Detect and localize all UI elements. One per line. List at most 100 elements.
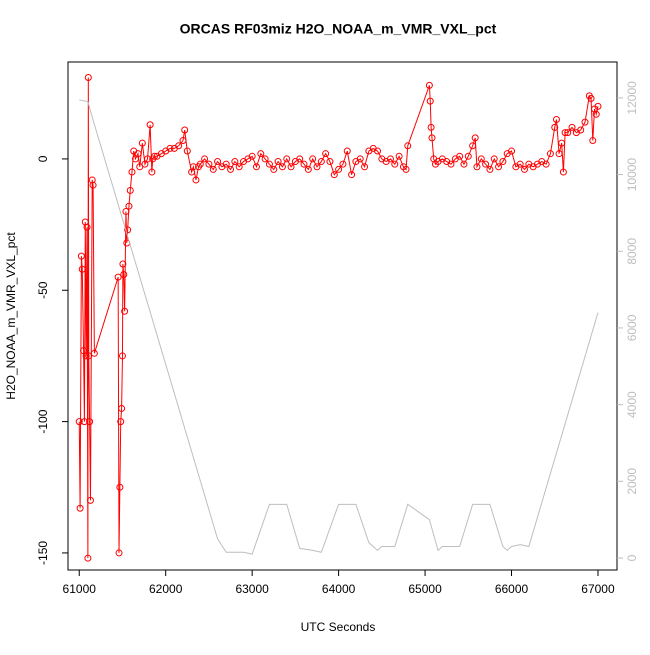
y-tick-label: -50 bbox=[36, 281, 50, 299]
y2-tick-label: 12000 bbox=[625, 81, 639, 115]
data-point bbox=[561, 129, 569, 137]
data-point bbox=[128, 168, 136, 176]
data-point bbox=[356, 155, 364, 163]
data-point bbox=[126, 186, 134, 194]
data-point bbox=[361, 163, 369, 171]
data-point bbox=[428, 134, 436, 142]
x-tick-label: 65000 bbox=[408, 582, 442, 596]
data-point bbox=[179, 137, 187, 145]
data-point bbox=[486, 165, 494, 173]
data-point bbox=[181, 126, 189, 134]
data-point bbox=[395, 152, 403, 160]
y2-tick-label: 10000 bbox=[625, 158, 639, 192]
data-point bbox=[558, 139, 566, 147]
data-point bbox=[78, 265, 86, 273]
data-point bbox=[88, 176, 96, 184]
data-point bbox=[309, 155, 317, 163]
data-point bbox=[83, 223, 91, 231]
series-line bbox=[78, 77, 599, 559]
data-point bbox=[542, 160, 550, 168]
data-point bbox=[120, 270, 128, 278]
data-point bbox=[594, 102, 602, 110]
data-point bbox=[386, 155, 394, 163]
y-tick-label: -100 bbox=[36, 409, 50, 433]
x-tick-label: 67000 bbox=[581, 582, 615, 596]
x-tick-label: 61000 bbox=[63, 582, 97, 596]
data-point bbox=[335, 165, 343, 173]
data-point bbox=[257, 150, 265, 158]
data-point bbox=[322, 150, 330, 158]
data-point bbox=[581, 118, 589, 126]
data-point bbox=[90, 349, 98, 357]
data-point bbox=[313, 163, 321, 171]
data-point bbox=[287, 163, 295, 171]
y2-tick-label: 4000 bbox=[625, 391, 639, 418]
y-tick-label: 0 bbox=[36, 155, 50, 162]
data-point bbox=[196, 160, 204, 168]
data-point bbox=[391, 160, 399, 168]
y-axis-label: H2O_NOAA_m_VMR_VXL_pct bbox=[4, 232, 18, 400]
data-point bbox=[146, 121, 154, 129]
data-point bbox=[86, 496, 94, 504]
data-point bbox=[460, 160, 468, 168]
data-point bbox=[150, 152, 158, 160]
data-point bbox=[471, 134, 479, 142]
data-point bbox=[339, 160, 347, 168]
plot-box bbox=[67, 61, 618, 571]
data-point bbox=[587, 95, 595, 103]
data-point bbox=[235, 163, 243, 171]
data-point bbox=[425, 81, 433, 89]
data-point bbox=[551, 123, 559, 131]
data-point bbox=[469, 142, 477, 150]
data-point bbox=[183, 147, 191, 155]
y2-tick-label: 8000 bbox=[625, 238, 639, 265]
data-point bbox=[114, 273, 122, 281]
data-point bbox=[516, 160, 524, 168]
y2-tick-label: 6000 bbox=[625, 314, 639, 341]
data-point bbox=[76, 504, 84, 512]
y2-tick-label: 0 bbox=[625, 554, 639, 561]
data-point bbox=[577, 126, 585, 134]
data-point bbox=[82, 352, 90, 360]
data-point bbox=[592, 110, 600, 118]
x-tick-label: 66000 bbox=[495, 582, 529, 596]
data-point bbox=[222, 160, 230, 168]
data-point bbox=[477, 155, 485, 163]
data-point bbox=[490, 155, 498, 163]
data-point bbox=[134, 150, 142, 158]
data-point bbox=[80, 418, 88, 426]
data-point bbox=[121, 307, 129, 315]
data-point bbox=[499, 158, 507, 166]
data-point bbox=[209, 165, 217, 173]
data-point bbox=[189, 163, 197, 171]
data-point bbox=[205, 160, 213, 168]
data-point bbox=[175, 142, 183, 150]
data-point bbox=[214, 158, 222, 166]
data-point bbox=[283, 155, 291, 163]
y-tick-label: -150 bbox=[36, 541, 50, 565]
data-point bbox=[261, 155, 269, 163]
data-point bbox=[304, 165, 312, 173]
data-point bbox=[116, 483, 124, 491]
data-point bbox=[589, 137, 597, 145]
x-tick-label: 63000 bbox=[235, 582, 269, 596]
data-point bbox=[495, 163, 503, 171]
chart-title: ORCAS RF03miz H2O_NOAA_m_VMR_VXL_pct bbox=[180, 21, 497, 37]
data-point bbox=[89, 181, 97, 189]
data-point bbox=[84, 554, 92, 562]
data-point bbox=[464, 152, 472, 160]
data-point bbox=[118, 352, 126, 360]
data-point bbox=[124, 226, 132, 234]
data-point bbox=[166, 144, 174, 152]
data-point bbox=[252, 163, 260, 171]
data-point bbox=[248, 152, 256, 160]
data-point bbox=[125, 202, 133, 210]
data-point bbox=[426, 97, 434, 105]
data-point bbox=[119, 260, 127, 268]
data-point bbox=[144, 155, 152, 163]
data-point bbox=[77, 252, 85, 260]
data-point bbox=[117, 418, 125, 426]
series-line bbox=[79, 99, 599, 555]
data-point bbox=[231, 158, 239, 166]
